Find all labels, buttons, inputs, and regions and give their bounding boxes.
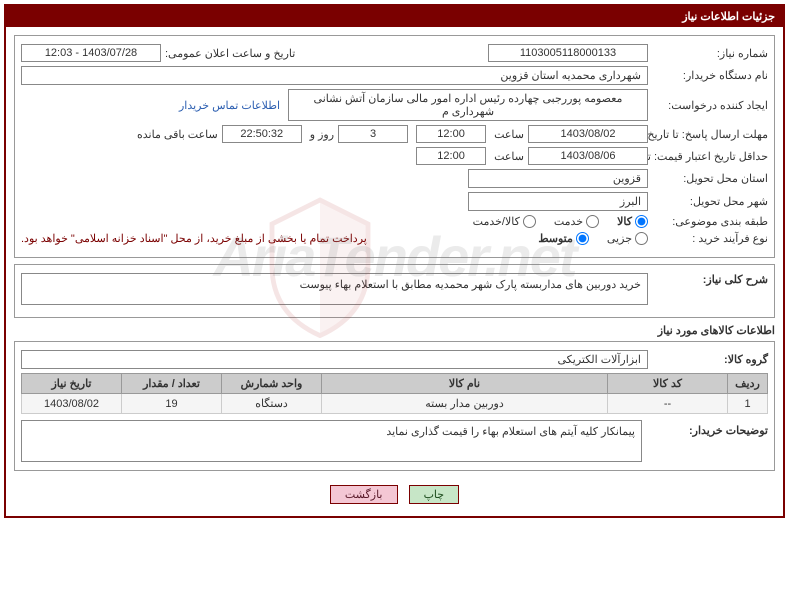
city-value: البرز	[468, 192, 648, 211]
main-fieldset: شماره نیاز: 1103005118000133 تاریخ و ساع…	[14, 35, 775, 258]
radio-partial[interactable]	[635, 232, 648, 245]
footer-buttons: چاپ بازگشت	[14, 477, 775, 508]
validity-date: 1403/08/06	[528, 147, 648, 165]
group-label: گروه کالا:	[648, 353, 768, 366]
radio-kala-label: کالا	[617, 215, 632, 228]
buyer-contact-link[interactable]: اطلاعات تماس خریدار	[179, 99, 280, 112]
items-fieldset: گروه کالا: ابزارآلات الکتریکی ردیف کد کا…	[14, 341, 775, 471]
announce-value: 1403/07/28 - 12:03	[21, 44, 161, 62]
radio-khadamat-label: خدمت	[554, 215, 583, 228]
cell-date: 1403/08/02	[22, 394, 122, 414]
table-row: 1--دوربین مدار بستهدستگاه191403/08/02	[22, 394, 768, 414]
payment-note: پرداخت تمام یا بخشی از مبلغ خرید، از محل…	[21, 232, 367, 245]
province-value: قزوین	[468, 169, 648, 188]
days-remaining: 3	[338, 125, 408, 143]
radio-partial-label: جزیی	[607, 232, 632, 245]
buyer-notes-value: پیمانکار کلیه آیتم های استعلام بهاء را ق…	[21, 420, 642, 462]
deadline-send-label: مهلت ارسال پاسخ: تا تاریخ:	[648, 128, 768, 141]
cell-row: 1	[728, 394, 768, 414]
general-desc-value: خرید دوربین های مداربسته پارک شهر محمدیه…	[21, 273, 648, 305]
group-value: ابزارآلات الکتریکی	[21, 350, 648, 369]
cell-name: دوربین مدار بسته	[322, 394, 608, 414]
time-label-1: ساعت	[490, 128, 524, 141]
buyer-org-label: نام دستگاه خریدار:	[648, 69, 768, 82]
items-table: ردیف کد کالا نام کالا واحد شمارش تعداد /…	[21, 373, 768, 414]
deadline-send-date: 1403/08/02	[528, 125, 648, 143]
cell-code: --	[608, 394, 728, 414]
th-code: کد کالا	[608, 374, 728, 394]
print-button[interactable]: چاپ	[409, 485, 460, 504]
countdown-value: 22:50:32	[222, 125, 302, 143]
time-label-2: ساعت	[490, 150, 524, 163]
items-section-title: اطلاعات کالاهای مورد نیاز	[14, 324, 775, 337]
back-button[interactable]: بازگشت	[330, 485, 398, 504]
announce-label: تاریخ و ساعت اعلان عمومی:	[161, 47, 295, 60]
remaining-label: ساعت باقی مانده	[133, 128, 218, 141]
validity-time: 12:00	[416, 147, 486, 165]
subject-class-label: طبقه بندی موضوعی:	[648, 215, 768, 228]
th-date: تاریخ نیاز	[22, 374, 122, 394]
need-no-value: 1103005118000133	[488, 44, 648, 62]
radio-medium[interactable]	[576, 232, 589, 245]
requester-label: ایجاد کننده درخواست:	[648, 99, 768, 112]
cell-unit: دستگاه	[222, 394, 322, 414]
deadline-send-time: 12:00	[416, 125, 486, 143]
buyer-notes-label: توضیحات خریدار:	[648, 420, 768, 437]
general-desc-label: شرح کلی نیاز:	[648, 273, 768, 286]
need-no-label: شماره نیاز:	[648, 47, 768, 60]
th-qty: تعداد / مقدار	[122, 374, 222, 394]
subject-radio-group: کالا خدمت کالا/خدمت	[461, 215, 648, 228]
radio-medium-label: متوسط	[538, 232, 573, 245]
th-unit: واحد شمارش	[222, 374, 322, 394]
radio-kalakhadamat[interactable]	[523, 215, 536, 228]
panel-title: جزئیات اطلاعات نیاز	[6, 6, 783, 27]
general-desc-fieldset: شرح کلی نیاز: خرید دوربین های مداربسته پ…	[14, 264, 775, 318]
radio-kalakhadamat-label: کالا/خدمت	[473, 215, 520, 228]
validity-label: حداقل تاریخ اعتبار قیمت: تا تاریخ:	[648, 150, 768, 163]
cell-qty: 19	[122, 394, 222, 414]
buyer-org-value: شهرداری محمدیه استان قزوین	[21, 66, 648, 85]
city-label: شهر محل تحویل:	[648, 195, 768, 208]
buy-process-label: نوع فرآیند خرید :	[648, 232, 768, 245]
radio-kala[interactable]	[635, 215, 648, 228]
th-row: ردیف	[728, 374, 768, 394]
radio-khadamat[interactable]	[586, 215, 599, 228]
details-panel: جزئیات اطلاعات نیاز شماره نیاز: 11030051…	[4, 4, 785, 518]
province-label: استان محل تحویل:	[648, 172, 768, 185]
days-after-label: روز و	[306, 128, 334, 141]
th-name: نام کالا	[322, 374, 608, 394]
process-radio-group: جزیی متوسط	[526, 232, 648, 245]
requester-value: معصومه پوررجبی چهارده رئیس اداره امور ما…	[288, 89, 648, 121]
